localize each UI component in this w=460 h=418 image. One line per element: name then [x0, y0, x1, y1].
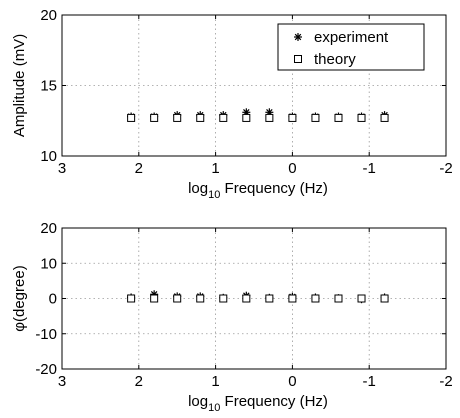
data-point-theory: [357, 294, 366, 303]
data-point-theory: [265, 294, 274, 303]
legend-marker-experiment: [294, 33, 302, 41]
data-point-theory: [242, 294, 251, 303]
series-theory: [127, 294, 389, 303]
x-tick-label: 2: [135, 160, 143, 177]
data-point-theory: [150, 113, 159, 122]
x-tick-label: -1: [363, 160, 376, 177]
x-tick-label: -2: [439, 160, 452, 177]
data-point-theory: [288, 113, 297, 122]
data-point-theory: [380, 294, 389, 303]
data-point-theory: [127, 294, 136, 303]
x-tick-label: 3: [58, 373, 66, 390]
data-point-theory: [219, 113, 228, 122]
legend-box: [277, 23, 425, 71]
y-tick-label: 10: [40, 255, 57, 272]
data-point-theory: [150, 294, 159, 303]
data-point-theory: [173, 294, 182, 303]
data-point-theory: [334, 294, 343, 303]
x-tick-label: 1: [211, 373, 219, 390]
x-tick-label: 0: [288, 373, 296, 390]
data-point-theory: [311, 294, 320, 303]
data-point-theory: [196, 294, 205, 303]
legend-marker-theory: [294, 55, 302, 63]
y-tick-label: -20: [35, 361, 57, 378]
data-point-theory: [380, 113, 389, 122]
y-tick-label: -10: [35, 326, 57, 343]
x-tick-label: -2: [439, 373, 452, 390]
x-axis-label: log10 Frequency (Hz): [188, 393, 328, 414]
legend-label-experiment: experiment: [314, 29, 389, 46]
data-point-theory: [196, 113, 205, 122]
data-point-theory: [242, 113, 251, 122]
x-axis-label: log10 Frequency (Hz): [188, 180, 328, 201]
y-axis-label: Amplitude (mV): [11, 34, 28, 137]
data-point-theory: [288, 294, 297, 303]
data-point-theory: [357, 113, 366, 122]
x-tick-label: 3: [58, 160, 66, 177]
data-point-theory: [127, 113, 136, 122]
x-tick-label: 1: [211, 160, 219, 177]
data-point-theory: [265, 113, 274, 122]
x-tick-label: 0: [288, 160, 296, 177]
y-tick-label: 20: [40, 7, 57, 24]
legend: experiment theory: [277, 23, 425, 71]
y-axis-label: φ(degree): [11, 265, 28, 331]
data-point-theory: [334, 113, 343, 122]
data-point-theory: [173, 113, 182, 122]
y-tick-label: 0: [49, 291, 57, 308]
y-tick-label: 10: [40, 148, 57, 165]
series-theory: [127, 113, 389, 122]
x-tick-label: 2: [135, 373, 143, 390]
legend-label-theory: theory: [314, 51, 356, 68]
y-tick-label: 15: [40, 78, 57, 95]
x-tick-label: -1: [363, 373, 376, 390]
data-point-theory: [219, 294, 228, 303]
y-tick-label: 20: [40, 220, 57, 237]
data-point-theory: [311, 113, 320, 122]
